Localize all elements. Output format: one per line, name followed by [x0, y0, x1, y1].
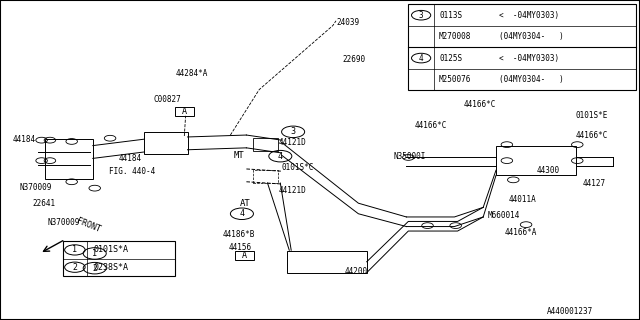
- Text: 44184: 44184: [13, 135, 36, 144]
- Text: 22690: 22690: [342, 55, 365, 64]
- Bar: [45, 139, 93, 179]
- Text: 4: 4: [239, 209, 244, 218]
- Bar: [144, 132, 188, 154]
- Text: 3: 3: [419, 11, 424, 20]
- Text: 44284*A: 44284*A: [176, 69, 209, 78]
- Text: 0101S*A: 0101S*A: [93, 245, 129, 254]
- Text: A: A: [242, 251, 247, 260]
- Text: MT: MT: [234, 151, 244, 160]
- Text: FIG. 440-4: FIG. 440-4: [109, 167, 155, 176]
- Text: 3: 3: [291, 127, 296, 136]
- Text: 0238S*A: 0238S*A: [93, 263, 129, 272]
- Text: 44186*B: 44186*B: [223, 230, 255, 239]
- Text: A: A: [182, 107, 187, 116]
- Text: 1: 1: [72, 245, 77, 254]
- Text: 44121D: 44121D: [278, 138, 306, 147]
- Text: 0113S: 0113S: [439, 11, 462, 20]
- Text: 44184: 44184: [118, 154, 141, 163]
- Text: 44166*A: 44166*A: [504, 228, 537, 237]
- Text: 44127: 44127: [582, 179, 605, 188]
- Text: <  -04MY0303): < -04MY0303): [499, 53, 559, 63]
- Text: 44200: 44200: [344, 267, 367, 276]
- Bar: [287, 251, 367, 273]
- Text: 44121D: 44121D: [278, 186, 306, 195]
- Text: M660014: M660014: [488, 211, 520, 220]
- Bar: [175, 107, 194, 116]
- Text: 4: 4: [419, 53, 424, 63]
- Text: 0101S*C: 0101S*C: [282, 163, 314, 172]
- Text: C00827: C00827: [154, 95, 181, 104]
- Bar: [235, 251, 254, 260]
- Text: 44156: 44156: [229, 243, 252, 252]
- Bar: [408, 4, 636, 90]
- Text: (04MY0304-   ): (04MY0304- ): [499, 32, 564, 41]
- Text: FRONT: FRONT: [76, 217, 102, 234]
- Text: 1: 1: [92, 249, 97, 258]
- Text: M250076: M250076: [439, 75, 472, 84]
- Text: 44300: 44300: [536, 166, 559, 175]
- Text: 44011A: 44011A: [509, 195, 536, 204]
- Text: 0125S: 0125S: [439, 53, 462, 63]
- Text: 44166*C: 44166*C: [415, 121, 447, 130]
- Text: A440001237: A440001237: [547, 307, 593, 316]
- Text: 2: 2: [92, 264, 97, 273]
- Text: M270008: M270008: [439, 32, 472, 41]
- Text: <  -04MY0303): < -04MY0303): [499, 11, 559, 20]
- Bar: [253, 138, 278, 151]
- Text: 2: 2: [72, 263, 77, 272]
- Text: 24039: 24039: [336, 18, 359, 27]
- Bar: [496, 146, 576, 175]
- Text: 22641: 22641: [32, 199, 55, 208]
- Text: (04MY0304-   ): (04MY0304- ): [499, 75, 564, 84]
- Text: 0101S*E: 0101S*E: [576, 111, 609, 120]
- Text: 44166*C: 44166*C: [464, 100, 497, 108]
- Text: N370009: N370009: [48, 218, 81, 227]
- Bar: [253, 170, 278, 183]
- Text: 44166*C: 44166*C: [576, 131, 609, 140]
- Text: 4: 4: [278, 152, 283, 161]
- Bar: [63, 241, 175, 276]
- Text: N370009: N370009: [19, 183, 52, 192]
- Text: N35000I: N35000I: [394, 152, 426, 161]
- Text: AT: AT: [240, 199, 251, 208]
